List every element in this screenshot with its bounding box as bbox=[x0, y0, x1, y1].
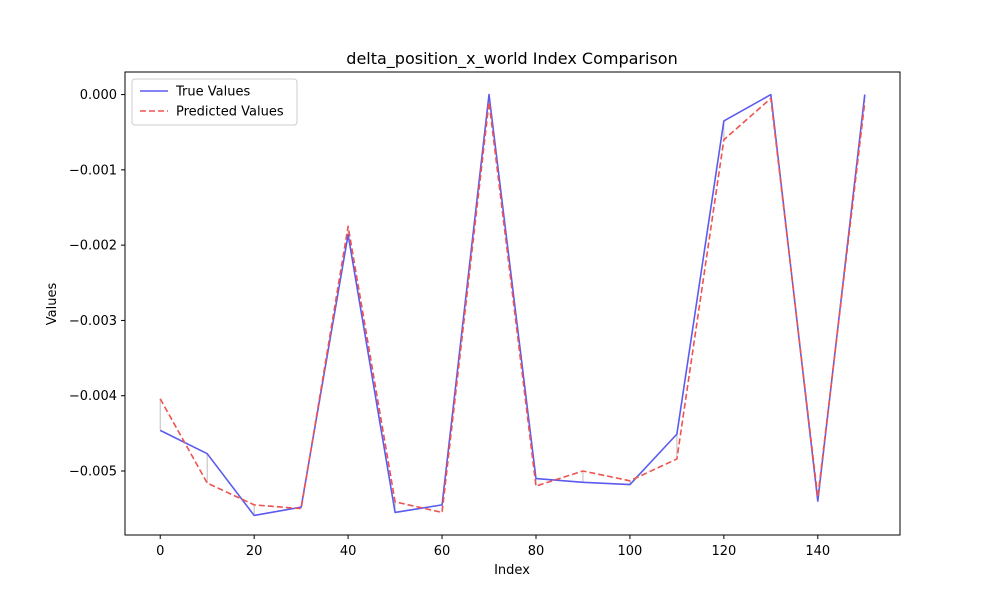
legend-label: Predicted Values bbox=[176, 105, 284, 120]
y-tick-label: −0.001 bbox=[69, 163, 117, 178]
x-tick-label: 60 bbox=[434, 544, 451, 559]
x-axis-label: Index bbox=[494, 563, 530, 578]
chart-title: delta_position_x_world Index Comparison bbox=[346, 49, 677, 69]
legend-box bbox=[131, 78, 298, 126]
legend: True Values Predicted Values bbox=[131, 78, 298, 126]
x-tick-label: 40 bbox=[340, 544, 357, 559]
y-tick-label: −0.004 bbox=[69, 389, 117, 404]
legend-label: True Values bbox=[175, 85, 250, 100]
x-tick-label: 120 bbox=[711, 544, 736, 559]
x-tick-label: 80 bbox=[528, 544, 545, 559]
plot-frame bbox=[124, 71, 901, 536]
y-axis-label: Values bbox=[45, 283, 60, 326]
x-tick-label: 140 bbox=[805, 544, 830, 559]
y-tick-label: −0.003 bbox=[69, 314, 117, 329]
y-tick-label: −0.005 bbox=[69, 465, 117, 480]
axes: 0 20 40 60 80 100 120 140 0.000 −0.001 −0.002 −0.00… bbox=[69, 71, 901, 559]
y-tick-label: −0.002 bbox=[69, 239, 117, 254]
x-tick-label: 100 bbox=[618, 544, 643, 559]
series-line-true-values bbox=[159, 93, 866, 517]
x-tick-label: 0 bbox=[156, 544, 164, 559]
x-tick-label: 20 bbox=[246, 544, 263, 559]
plot-area bbox=[159, 93, 866, 517]
y-tick-label: 0.000 bbox=[80, 88, 117, 103]
series-line-predicted-values bbox=[159, 97, 866, 514]
